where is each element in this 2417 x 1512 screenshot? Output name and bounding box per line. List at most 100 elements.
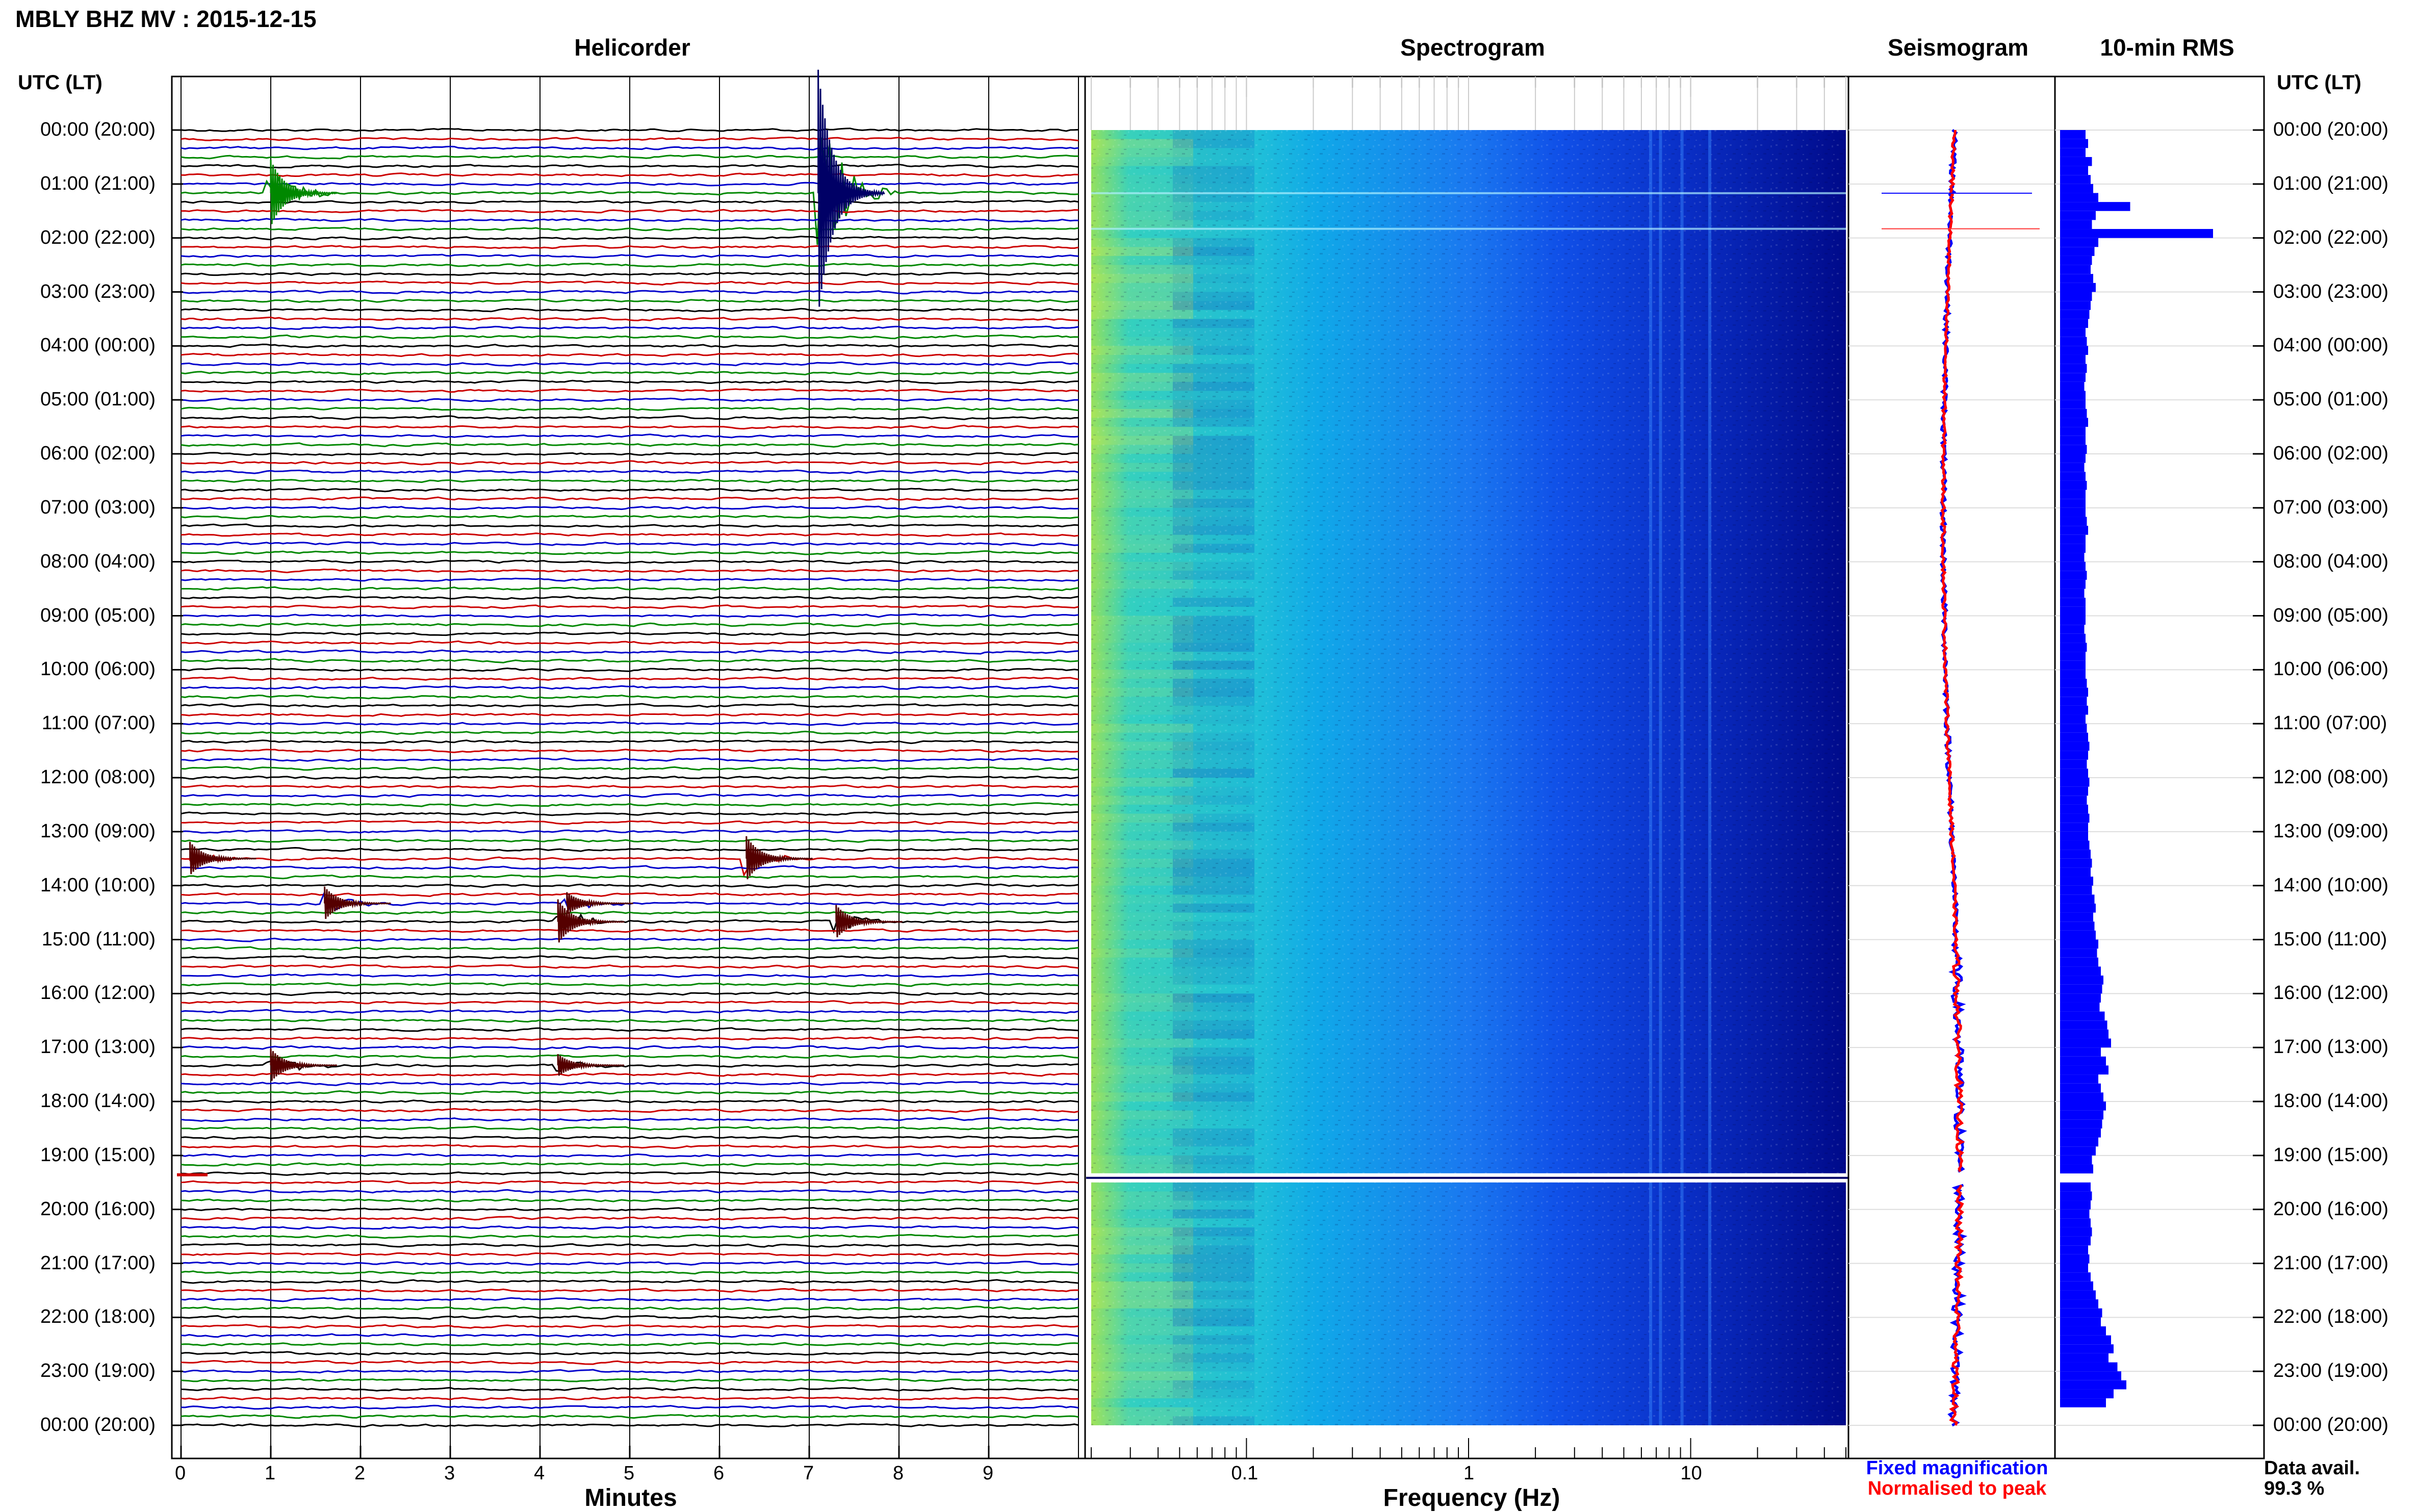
- rms-bar: [2060, 1371, 2121, 1380]
- helicorder-panel: [171, 69, 1086, 1459]
- helicorder-trace: [181, 874, 1079, 880]
- time-tick-label-right: 06:00 (02:00): [2273, 443, 2389, 464]
- rms-bar: [2060, 1263, 2088, 1273]
- helicorder-trace: [181, 757, 1079, 762]
- rms-bar: [2060, 903, 2096, 913]
- rms-bar: [2060, 354, 2086, 364]
- helicorder-trace: [181, 1018, 1079, 1023]
- rms-bar: [2060, 157, 2092, 166]
- rms-bar: [2060, 912, 2093, 922]
- rms-bar: [2060, 625, 2085, 634]
- time-tick-label-right: 22:00 (18:00): [2273, 1306, 2389, 1328]
- rms-bar: [2060, 408, 2087, 418]
- rms-bar: [2060, 1191, 2092, 1201]
- helicorder-trace: [181, 739, 1079, 745]
- rms-bar: [2060, 1299, 2098, 1309]
- helicorder-trace: [181, 1216, 1079, 1221]
- helicorder-trace: [181, 631, 1079, 636]
- seismogram-panel: [1847, 75, 2056, 1459]
- rms-bar: [2060, 229, 2213, 238]
- helicorder-trace: [181, 1225, 1079, 1230]
- rms-bar: [2060, 678, 2087, 688]
- helicorder-trace: [181, 1351, 1079, 1356]
- rms-bar: [2060, 606, 2086, 616]
- time-tick-label-left: 14:00 (10:00): [40, 874, 156, 896]
- rms-bar: [2060, 310, 2090, 319]
- helicorder-trace: [181, 1198, 1079, 1202]
- time-tick-label-right: 18:00 (14:00): [2273, 1090, 2389, 1112]
- time-tick-label-right: 08:00 (04:00): [2273, 550, 2389, 572]
- rms-title: 10-min RMS: [2100, 34, 2234, 61]
- helicorder-trace: [181, 1315, 1079, 1320]
- helicorder-trace: [181, 847, 1079, 852]
- spectrogram-event: [1091, 192, 1846, 194]
- helicorder-trace: [181, 496, 1079, 501]
- rms-bar: [2060, 1362, 2118, 1372]
- rms-bar: [2060, 1290, 2096, 1300]
- time-tick-label-left: 20:00 (16:00): [40, 1198, 156, 1220]
- rms-bar: [2060, 949, 2097, 958]
- rms-bar: [2060, 1074, 2098, 1084]
- helicorder-trace: [181, 1207, 1079, 1212]
- helicorder-trace: [181, 163, 1079, 169]
- rms-bar: [2060, 1011, 2105, 1021]
- helicorder-trace: [181, 1261, 1079, 1266]
- helicorder-trace: [181, 748, 1079, 753]
- rms-bar: [2060, 292, 2092, 301]
- helicorder-trace: [181, 1270, 1079, 1275]
- time-tick-label-right: 03:00 (23:00): [2273, 280, 2389, 302]
- helicorder-trace: [181, 559, 1079, 565]
- rms-bar: [2060, 957, 2098, 967]
- helicorder-trace: [181, 1009, 1079, 1014]
- spectrogram-panel: [1084, 75, 1849, 1459]
- rms-bar: [2060, 526, 2088, 535]
- helicorder-trace: [181, 263, 1079, 268]
- rms-bar: [2060, 337, 2087, 346]
- rms-bar: [2060, 921, 2095, 931]
- helicorder-trace: [181, 1153, 1079, 1158]
- rms-bar: [2060, 400, 2086, 409]
- rms-bar: [2060, 697, 2087, 706]
- helicorder-title: Helicorder: [574, 34, 690, 61]
- helicorder-trace: [181, 1243, 1079, 1248]
- helicorder-trace: [181, 703, 1079, 708]
- helicorder-trace: [181, 568, 1079, 574]
- time-tick-label-left: 21:00 (17:00): [40, 1252, 156, 1274]
- rms-bar: [2060, 139, 2088, 148]
- helicorder-trace: [181, 913, 1079, 934]
- rms-bar: [2060, 1272, 2091, 1282]
- seismogram-frame: [1847, 75, 2056, 1459]
- rms-bar: [2060, 255, 2092, 265]
- rms-bar: [2060, 579, 2086, 589]
- rms-bar: [2060, 175, 2091, 184]
- rms-bar: [2060, 202, 2130, 211]
- rms-bar: [2060, 867, 2091, 877]
- helicorder-event: [189, 841, 256, 875]
- helicorder-trace: [181, 613, 1079, 618]
- rms-bar: [2060, 499, 2086, 508]
- rms-bar: [2060, 813, 2090, 823]
- helicorder-trace: [181, 1378, 1079, 1382]
- helicorder-trace: [181, 307, 1079, 313]
- helicorder-trace: [181, 460, 1079, 466]
- helicorder-trace: [181, 676, 1079, 681]
- rms-bar: [2060, 768, 2088, 778]
- helicorder-trace: [181, 550, 1079, 555]
- rms-bar: [2060, 643, 2087, 652]
- minute-tick-label: 2: [354, 1463, 366, 1484]
- helicorder-trace: [181, 577, 1079, 582]
- helicorder-trace: [181, 793, 1079, 799]
- time-tick-label-left: 02:00 (22:00): [40, 226, 156, 248]
- helicorder-trace: [181, 1045, 1079, 1050]
- rms-bar: [2060, 885, 2092, 895]
- rms-bar: [2060, 1065, 2109, 1075]
- rms-bar: [2060, 1308, 2102, 1318]
- rms-bar: [2060, 1047, 2101, 1057]
- time-tick-label-left: 06:00 (02:00): [40, 443, 156, 464]
- time-tick-label-left: 10:00 (06:00): [40, 658, 156, 680]
- time-tick-label-right: 15:00 (11:00): [2273, 928, 2387, 950]
- rms-bar: [2060, 283, 2096, 292]
- minute-tick-label: 4: [534, 1463, 545, 1484]
- rms-bar: [2060, 714, 2086, 724]
- time-tick-label-left: 18:00 (14:00): [40, 1090, 156, 1112]
